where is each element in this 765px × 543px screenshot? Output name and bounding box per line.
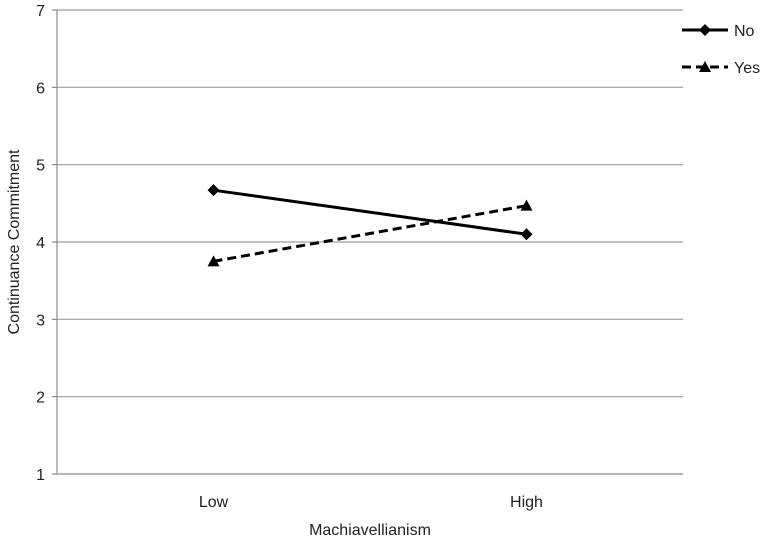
y-tick-label: 3: [36, 312, 45, 329]
y-axis-title: Continuance Commitment: [6, 149, 23, 335]
data-point-diamond: [520, 228, 533, 241]
series-yes: [207, 199, 533, 267]
axes: [56, 10, 683, 475]
x-axis-title: Machiavellianism: [309, 522, 431, 539]
legend-item: Yes: [682, 60, 760, 77]
x-tick-label: Low: [199, 494, 229, 511]
y-tick-label: 2: [36, 390, 45, 407]
legend-item: No: [682, 23, 755, 40]
y-tick-label: 6: [36, 80, 45, 97]
series-no: [207, 184, 533, 241]
data-point-triangle: [699, 61, 711, 72]
data-point-diamond: [699, 24, 711, 36]
legend-label: No: [734, 23, 755, 40]
data-point-triangle: [520, 199, 533, 211]
data-point-diamond: [207, 184, 220, 197]
legend-label: Yes: [734, 60, 760, 77]
series-lines: [207, 184, 533, 267]
x-tick-label: High: [510, 494, 543, 511]
data-point-triangle: [207, 255, 220, 267]
y-tick-label: 1: [36, 467, 45, 484]
y-tick-label: 5: [36, 158, 45, 175]
y-tick-labels: 1 2 3 4 5 6 7: [36, 3, 45, 484]
x-tick-labels: Low High: [199, 494, 543, 511]
legend: No Yes: [682, 23, 760, 77]
y-tick-label: 4: [36, 235, 45, 252]
y-tick-label: 7: [36, 3, 45, 20]
gridlines: [52, 9, 683, 475]
series-line: [213, 188, 527, 236]
series-line: [213, 204, 527, 263]
